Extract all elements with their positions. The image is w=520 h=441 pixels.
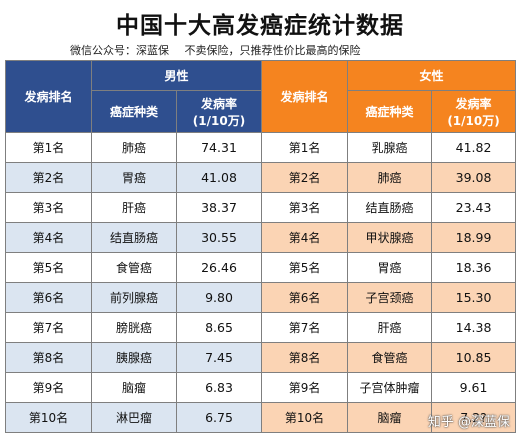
male-rank: 第9名 <box>5 372 92 403</box>
table-row: 第3名 肝癌 38.37 第3名 结直肠癌 23.43 <box>5 192 517 223</box>
female-cancer-type: 脑瘤 <box>347 402 433 433</box>
male-cancer-type: 淋巴瘤 <box>91 402 177 433</box>
female-rate: 7.2? <box>431 402 517 433</box>
male-cancer-type: 肝癌 <box>91 192 177 223</box>
table-row: 第5名 食管癌 26.46 第5名 胃癌 18.36 <box>5 252 517 283</box>
female-rate-header: 发病率 (1/10万) <box>431 90 517 133</box>
subtitle-source: 微信公众号：深蓝保 <box>70 44 169 57</box>
female-cancer-type: 结直肠癌 <box>347 192 433 223</box>
table-row: 第2名 胃癌 41.08 第2名 肺癌 39.08 <box>5 162 517 193</box>
table-row: 第10名 淋巴瘤 6.75 第10名 脑瘤 7.2? <box>5 402 517 433</box>
table-row: 第1名 肺癌 74.31 第1名 乳腺癌 41.82 <box>5 132 517 163</box>
female-cancer-type: 肺癌 <box>347 162 433 193</box>
female-cancer-type: 食管癌 <box>347 342 433 373</box>
male-cancer-type: 肺癌 <box>91 132 177 163</box>
male-rate: 26.46 <box>175 252 263 283</box>
male-rank: 第10名 <box>5 402 92 433</box>
table-row: 第8名 胰腺癌 7.45 第8名 食管癌 10.85 <box>5 342 517 373</box>
male-rate: 30.55 <box>175 222 263 253</box>
female-rank: 第10名 <box>261 402 349 433</box>
watermark: 知乎 @深蓝保 <box>427 415 510 430</box>
male-rank: 第6名 <box>5 282 92 313</box>
subtitle: 微信公众号：深蓝保 不卖保险，只推荐性价比最高的保险 <box>70 42 510 58</box>
female-rate: 41.82 <box>431 132 517 163</box>
female-rate: 18.99 <box>431 222 517 253</box>
male-rank-header: 发病排名 <box>5 60 92 133</box>
female-rank: 第1名 <box>261 132 349 163</box>
female-cancer-type: 胃癌 <box>347 252 433 283</box>
female-rate: 18.36 <box>431 252 517 283</box>
female-rank: 第8名 <box>261 342 349 373</box>
male-cancer-type: 胃癌 <box>91 162 177 193</box>
male-rate: 8.65 <box>175 312 263 343</box>
male-type-header: 癌症种类 <box>91 90 177 133</box>
rate-unit: (1/10万) <box>447 113 500 128</box>
female-rate: 9.61 <box>431 372 517 403</box>
rate-label: 发病率 <box>201 96 238 111</box>
male-cancer-type: 膀胱癌 <box>91 312 177 343</box>
male-cancer-type: 前列腺癌 <box>91 282 177 313</box>
male-cancer-type: 胰腺癌 <box>91 342 177 373</box>
male-rate: 7.45 <box>175 342 263 373</box>
female-rate: 10.85 <box>431 342 517 373</box>
table-row: 第9名 脑瘤 6.83 第9名 子宫体肿瘤 9.61 <box>5 372 517 403</box>
female-cancer-type: 乳腺癌 <box>347 132 433 163</box>
female-rate: 14.38 <box>431 312 517 343</box>
male-rank: 第1名 <box>5 132 92 163</box>
table-row: 第7名 膀胱癌 8.65 第7名 肝癌 14.38 <box>5 312 517 343</box>
male-rank: 第2名 <box>5 162 92 193</box>
female-rank: 第4名 <box>261 222 349 253</box>
male-rate: 6.75 <box>175 402 263 433</box>
female-cancer-type: 肝癌 <box>347 312 433 343</box>
male-rate: 6.83 <box>175 372 263 403</box>
female-rank-header: 发病排名 <box>261 60 349 133</box>
female-type-header: 癌症种类 <box>347 90 433 133</box>
female-cancer-type: 子宫颈癌 <box>347 282 433 313</box>
table-row: 第6名 前列腺癌 9.80 第6名 子宫颈癌 15.30 <box>5 282 517 313</box>
male-rank: 第5名 <box>5 252 92 283</box>
male-rate: 38.37 <box>175 192 263 223</box>
male-rate: 74.31 <box>175 132 263 163</box>
page-title: 中国十大高发癌症统计数据 <box>116 13 404 39</box>
male-rank: 第3名 <box>5 192 92 223</box>
male-header: 男性 <box>90 60 263 91</box>
subtitle-note: 不卖保险，只推荐性价比最高的保险 <box>184 44 361 57</box>
rate-unit: (1/10万) <box>192 113 246 128</box>
female-rate: 15.30 <box>431 282 517 313</box>
female-header: 女性 <box>347 60 517 91</box>
female-rank: 第2名 <box>261 162 349 193</box>
male-rank: 第8名 <box>5 342 92 373</box>
female-rate: 23.43 <box>431 192 517 223</box>
table-row: 第4名 结直肠癌 30.55 第4名 甲状腺癌 18.99 <box>5 222 517 253</box>
male-rate-header: 发病率 (1/10万) <box>175 90 263 133</box>
male-cancer-type: 结直肠癌 <box>91 222 177 253</box>
rate-label: 发病率 <box>455 96 492 111</box>
female-rank: 第5名 <box>261 252 349 283</box>
female-cancer-type: 子宫体肿瘤 <box>347 372 433 403</box>
male-rate: 9.80 <box>175 282 263 313</box>
male-rank: 第7名 <box>5 312 92 343</box>
female-rank: 第7名 <box>261 312 349 343</box>
female-rank: 第3名 <box>261 192 349 223</box>
cancer-statistics-table: 发病排名 男性 发病排名 女性 癌症种类 发病率 (1/10万) 癌症种类 发病… <box>5 60 517 433</box>
male-rate: 41.08 <box>175 162 263 193</box>
female-cancer-type: 甲状腺癌 <box>347 222 433 253</box>
male-cancer-type: 食管癌 <box>91 252 177 283</box>
male-cancer-type: 脑瘤 <box>91 372 177 403</box>
female-rank: 第9名 <box>261 372 349 403</box>
male-rank: 第4名 <box>5 222 92 253</box>
female-rank: 第6名 <box>261 282 349 313</box>
female-rate: 39.08 <box>431 162 517 193</box>
